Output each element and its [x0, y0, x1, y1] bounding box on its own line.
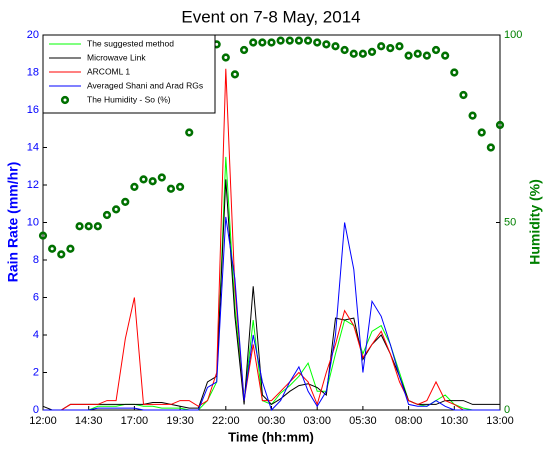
y-tick-label: 6 — [33, 291, 39, 303]
humidity-marker — [139, 175, 148, 184]
humidity-marker — [340, 45, 349, 55]
x-tick-label: 22:00 — [212, 415, 240, 427]
humidity-marker — [66, 244, 75, 253]
humidity-marker — [285, 36, 294, 45]
legend-label: Microwave Link — [87, 52, 146, 62]
humidity-marker — [166, 184, 176, 193]
y-tick-label: 18 — [27, 66, 39, 78]
humidity-marker — [422, 51, 431, 60]
y-tick-label: 20 — [27, 29, 39, 41]
y-tick-label: 14 — [27, 141, 39, 153]
humidity-marker — [276, 36, 285, 45]
humidity-marker — [267, 38, 276, 47]
humidity-marker — [258, 38, 267, 47]
humidity-marker — [386, 44, 395, 53]
y-tick-label: 10 — [27, 216, 39, 228]
x-tick-label: 03:00 — [303, 415, 331, 427]
y-axis-label: Rain Rate (mm/hr) — [5, 162, 21, 283]
humidity-marker — [413, 49, 422, 58]
y2-tick-label: 0 — [504, 404, 510, 416]
y-tick-label: 8 — [33, 254, 39, 266]
y2-tick-label: 50 — [504, 216, 516, 228]
x-tick-label: 19:30 — [166, 415, 194, 427]
y-tick-label: 2 — [33, 366, 39, 378]
humidity-marker — [148, 177, 157, 186]
humidity-marker — [75, 222, 84, 231]
humidity-marker — [450, 68, 459, 77]
humidity-marker — [176, 182, 185, 191]
humidity-marker — [431, 45, 441, 55]
humidity-marker — [48, 244, 57, 253]
humidity-marker — [477, 128, 486, 137]
y-tick-label: 4 — [33, 329, 39, 341]
humidity-marker — [249, 38, 258, 47]
humidity-marker — [367, 47, 377, 56]
series-line — [43, 156, 500, 411]
humidity-marker — [130, 182, 139, 191]
y2-tick-label: 100 — [504, 29, 522, 41]
humidity-marker — [349, 49, 358, 58]
x-axis-label: Time (hh:mm) — [228, 429, 314, 444]
humidity-marker — [441, 51, 450, 60]
humidity-marker — [322, 40, 331, 49]
chart-title: Event on 7-8 May, 2014 — [181, 7, 360, 26]
series-line — [43, 68, 500, 411]
y-tick-label: 12 — [27, 179, 39, 191]
y-tick-label: 0 — [33, 404, 39, 416]
humidity-marker — [486, 143, 495, 152]
x-tick-label: 00:30 — [258, 415, 286, 427]
humidity-marker — [331, 42, 340, 51]
humidity-marker — [102, 210, 112, 220]
humidity-marker — [121, 197, 130, 206]
legend: The suggested method Microwave Link ARCOML… — [42, 34, 216, 114]
humidity-marker — [84, 222, 93, 231]
x-tick-label: 14:30 — [75, 415, 103, 427]
series-line — [42, 179, 500, 411]
x-tick-label: 05:30 — [349, 415, 377, 427]
x-tick-label: 13:00 — [486, 415, 514, 427]
humidity-marker — [38, 231, 48, 240]
humidity-marker — [303, 36, 313, 45]
humidity-marker — [404, 51, 413, 60]
y-tick-label: 16 — [27, 104, 39, 116]
humidity-marker — [495, 120, 505, 130]
humidity-marker — [395, 42, 404, 51]
humidity-marker — [239, 45, 249, 55]
y2-axis-label: Humidity (%) — [527, 179, 543, 265]
x-tick-label: 10:30 — [441, 415, 469, 427]
humidity-marker — [294, 36, 304, 45]
humidity-marker — [57, 250, 66, 259]
x-tick-label: 12:00 — [29, 415, 57, 427]
humidity-marker — [112, 205, 121, 214]
humidity-marker — [221, 53, 230, 62]
legend-label: The suggested method — [87, 38, 174, 48]
legend-marker — [60, 95, 70, 105]
x-tick-label: 17:00 — [121, 415, 149, 427]
legend-label: ARCOML 1 — [87, 66, 130, 76]
humidity-marker — [459, 90, 468, 100]
humidity-marker — [358, 49, 368, 58]
legend-label: Averaged Shani and Arad RGs — [87, 80, 203, 90]
humidity-marker — [185, 128, 194, 137]
humidity-marker — [157, 173, 166, 182]
humidity-marker — [377, 42, 386, 51]
legend-label: The Humidity - So (%) — [87, 94, 171, 104]
series-line — [43, 216, 500, 411]
legend-box — [42, 34, 216, 114]
humidity-marker — [230, 70, 240, 79]
humidity-marker — [93, 222, 102, 231]
humidity-marker — [313, 38, 322, 47]
humidity-marker — [468, 111, 477, 120]
x-tick-label: 08:00 — [395, 415, 423, 427]
